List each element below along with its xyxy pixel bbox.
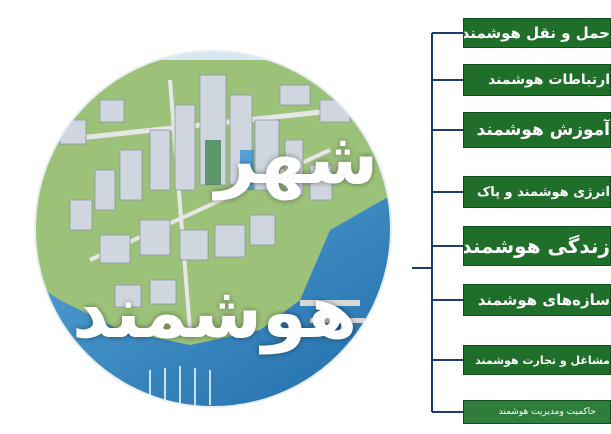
branch-smart-business: مشاغل و تجارت هوشمند <box>463 345 611 375</box>
branch-smart-living: زندگی هوشمند <box>463 226 611 266</box>
branch-label: حمل و نقل هوشمند <box>463 24 610 42</box>
branch-smart-governance: حاکمیت ومدیریت هوشمند <box>463 400 611 424</box>
branch-label: انرژی هوشمند و پاک <box>476 184 610 200</box>
city-image <box>35 51 391 407</box>
branch-smart-education: آموزش هوشمند <box>463 112 611 148</box>
branch-label: آموزش هوشمند <box>476 120 611 140</box>
branch-smart-clean-energy: انرژی هوشمند و پاک <box>463 176 611 208</box>
branch-smart-transport: حمل و نقل هوشمند <box>463 18 611 48</box>
bracket-connector <box>412 32 463 413</box>
branch-label: ارتباطات هوشمند <box>488 72 610 88</box>
branch-label: زندگی هوشمند <box>463 234 610 258</box>
city-circle-border <box>34 50 392 408</box>
branch-smart-structures: سازه‌های هوشمند <box>463 284 611 316</box>
title-line-1: شهر <box>215 116 379 200</box>
branch-label: مشاغل و تجارت هوشمند <box>475 353 610 367</box>
branch-smart-communications: ارتباطات هوشمند <box>463 64 611 96</box>
title-line-2: هوشمند <box>72 270 358 354</box>
branch-label: حاکمیت ومدیریت هوشمند <box>498 407 596 417</box>
branch-label: سازه‌های هوشمند <box>477 291 610 309</box>
